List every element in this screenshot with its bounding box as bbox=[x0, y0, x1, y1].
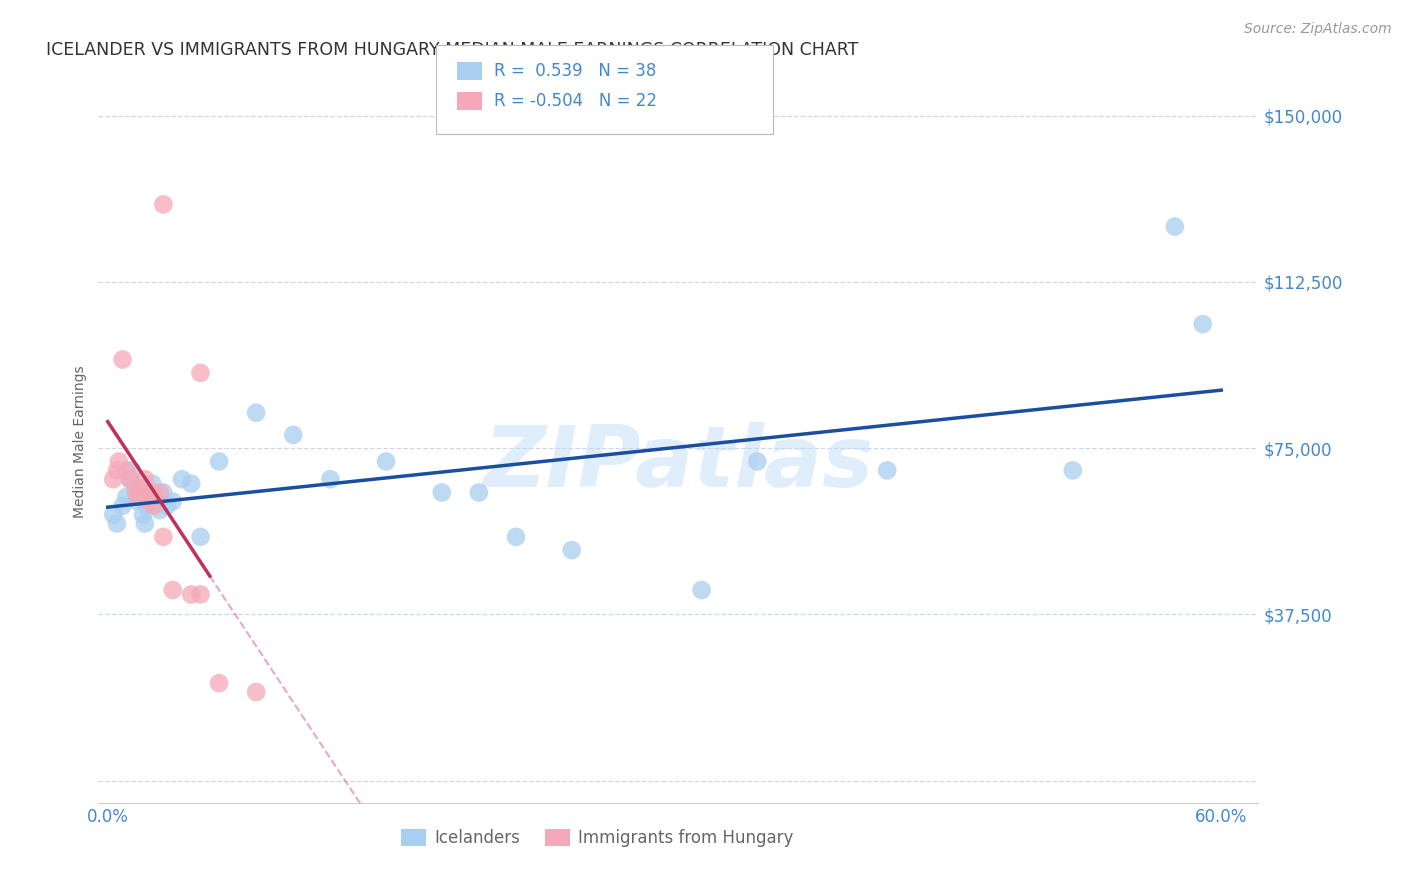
Point bbox=[138, 494, 160, 508]
Point bbox=[245, 685, 267, 699]
Point bbox=[747, 454, 769, 468]
Point bbox=[1191, 317, 1213, 331]
Point bbox=[145, 494, 167, 508]
Point bbox=[468, 485, 491, 500]
Point bbox=[190, 366, 212, 380]
Point bbox=[118, 472, 141, 486]
Text: ICELANDER VS IMMIGRANTS FROM HUNGARY MEDIAN MALE EARNINGS CORRELATION CHART: ICELANDER VS IMMIGRANTS FROM HUNGARY MED… bbox=[46, 41, 859, 59]
Point bbox=[180, 587, 202, 601]
Text: Source: ZipAtlas.com: Source: ZipAtlas.com bbox=[1244, 22, 1392, 37]
Text: ZIPatlas: ZIPatlas bbox=[484, 422, 873, 505]
Point bbox=[118, 472, 141, 486]
Point bbox=[134, 472, 156, 486]
Point bbox=[103, 472, 125, 486]
Point bbox=[149, 503, 172, 517]
Point bbox=[690, 582, 713, 597]
Point bbox=[505, 530, 527, 544]
Point bbox=[111, 499, 134, 513]
Point bbox=[1062, 463, 1084, 477]
Point bbox=[111, 352, 134, 367]
Point bbox=[129, 481, 152, 495]
Point bbox=[124, 485, 146, 500]
Point bbox=[876, 463, 898, 477]
Point bbox=[190, 587, 212, 601]
Point bbox=[162, 494, 184, 508]
Point bbox=[152, 530, 174, 544]
Point bbox=[127, 490, 149, 504]
Point bbox=[143, 499, 166, 513]
Point bbox=[152, 197, 174, 211]
Point bbox=[561, 543, 583, 558]
Legend: Icelanders, Immigrants from Hungary: Icelanders, Immigrants from Hungary bbox=[394, 822, 800, 854]
Point bbox=[108, 454, 131, 468]
Point bbox=[375, 454, 398, 468]
Point bbox=[283, 428, 305, 442]
Y-axis label: Median Male Earnings: Median Male Earnings bbox=[73, 365, 87, 518]
Point bbox=[245, 406, 267, 420]
Point bbox=[134, 516, 156, 531]
Point bbox=[162, 582, 184, 597]
Point bbox=[141, 485, 163, 500]
Point bbox=[208, 676, 231, 690]
Point bbox=[103, 508, 125, 522]
Point bbox=[124, 481, 146, 495]
Point bbox=[208, 454, 231, 468]
Point bbox=[132, 508, 155, 522]
Point bbox=[105, 516, 128, 531]
Point bbox=[115, 490, 138, 504]
Point bbox=[143, 485, 166, 500]
Point bbox=[115, 463, 138, 477]
Point bbox=[1164, 219, 1187, 234]
Point bbox=[180, 476, 202, 491]
Text: R = -0.504   N = 22: R = -0.504 N = 22 bbox=[494, 92, 657, 110]
Point bbox=[141, 476, 163, 491]
Point bbox=[149, 485, 172, 500]
Point bbox=[430, 485, 453, 500]
Text: R =  0.539   N = 38: R = 0.539 N = 38 bbox=[494, 62, 655, 80]
Point bbox=[156, 499, 179, 513]
Point bbox=[105, 463, 128, 477]
Point bbox=[138, 490, 160, 504]
Point bbox=[319, 472, 342, 486]
Point bbox=[152, 485, 174, 500]
Point bbox=[127, 494, 149, 508]
Point bbox=[121, 463, 143, 477]
Point bbox=[135, 499, 157, 513]
Point bbox=[129, 485, 152, 500]
Point bbox=[170, 472, 193, 486]
Point bbox=[190, 530, 212, 544]
